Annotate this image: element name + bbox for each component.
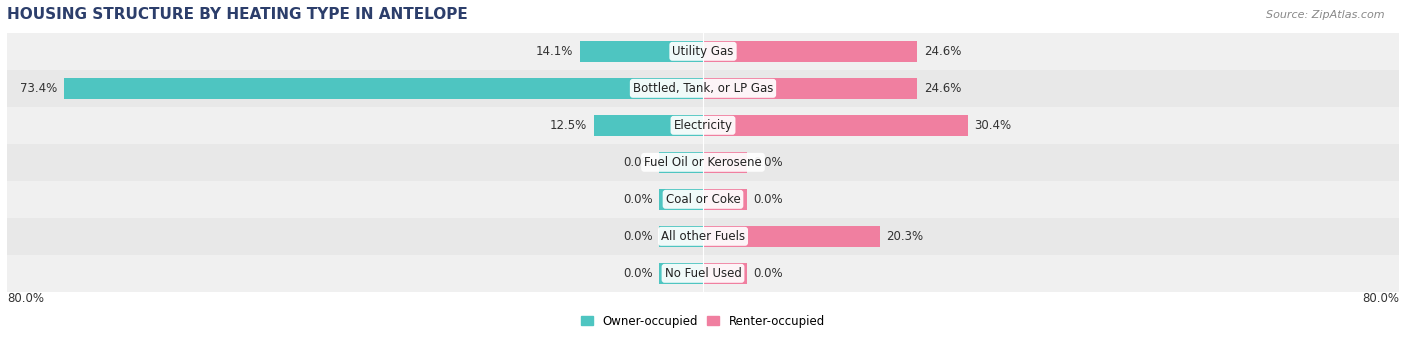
Text: 0.0%: 0.0% <box>754 267 783 280</box>
Text: 0.0%: 0.0% <box>623 156 652 169</box>
Bar <box>65 78 703 99</box>
Text: 0.0%: 0.0% <box>623 193 652 206</box>
Text: 0.0%: 0.0% <box>754 193 783 206</box>
Text: All other Fuels: All other Fuels <box>661 230 745 243</box>
Text: 80.0%: 80.0% <box>1362 292 1399 305</box>
Bar <box>7 70 1399 107</box>
Text: 24.6%: 24.6% <box>924 45 962 58</box>
Text: 80.0%: 80.0% <box>7 292 44 305</box>
Bar <box>7 181 1399 218</box>
Bar <box>703 41 917 62</box>
Bar <box>659 152 703 172</box>
Text: 14.1%: 14.1% <box>536 45 574 58</box>
Legend: Owner-occupied, Renter-occupied: Owner-occupied, Renter-occupied <box>576 310 830 333</box>
Bar <box>659 189 703 209</box>
Bar <box>7 255 1399 292</box>
Bar <box>7 33 1399 70</box>
Bar <box>595 115 703 136</box>
Bar <box>703 263 747 284</box>
Text: Utility Gas: Utility Gas <box>672 45 734 58</box>
Text: 0.0%: 0.0% <box>623 267 652 280</box>
Text: 12.5%: 12.5% <box>550 119 588 132</box>
Text: Coal or Coke: Coal or Coke <box>665 193 741 206</box>
Text: Electricity: Electricity <box>673 119 733 132</box>
Bar <box>703 152 747 172</box>
Text: 0.0%: 0.0% <box>623 230 652 243</box>
Bar <box>581 41 703 62</box>
Bar <box>703 78 917 99</box>
Bar <box>7 218 1399 255</box>
Text: 20.3%: 20.3% <box>887 230 924 243</box>
Bar <box>703 226 880 246</box>
Text: Bottled, Tank, or LP Gas: Bottled, Tank, or LP Gas <box>633 82 773 95</box>
Text: HOUSING STRUCTURE BY HEATING TYPE IN ANTELOPE: HOUSING STRUCTURE BY HEATING TYPE IN ANT… <box>7 7 468 22</box>
Text: 24.6%: 24.6% <box>924 82 962 95</box>
Bar <box>703 189 747 209</box>
Text: No Fuel Used: No Fuel Used <box>665 267 741 280</box>
Text: 73.4%: 73.4% <box>20 82 58 95</box>
Text: Fuel Oil or Kerosene: Fuel Oil or Kerosene <box>644 156 762 169</box>
Text: Source: ZipAtlas.com: Source: ZipAtlas.com <box>1267 10 1385 20</box>
Text: 30.4%: 30.4% <box>974 119 1011 132</box>
Bar <box>659 263 703 284</box>
Bar <box>7 107 1399 144</box>
Bar <box>659 226 703 246</box>
Bar <box>703 115 967 136</box>
Bar <box>7 144 1399 181</box>
Text: 0.0%: 0.0% <box>754 156 783 169</box>
